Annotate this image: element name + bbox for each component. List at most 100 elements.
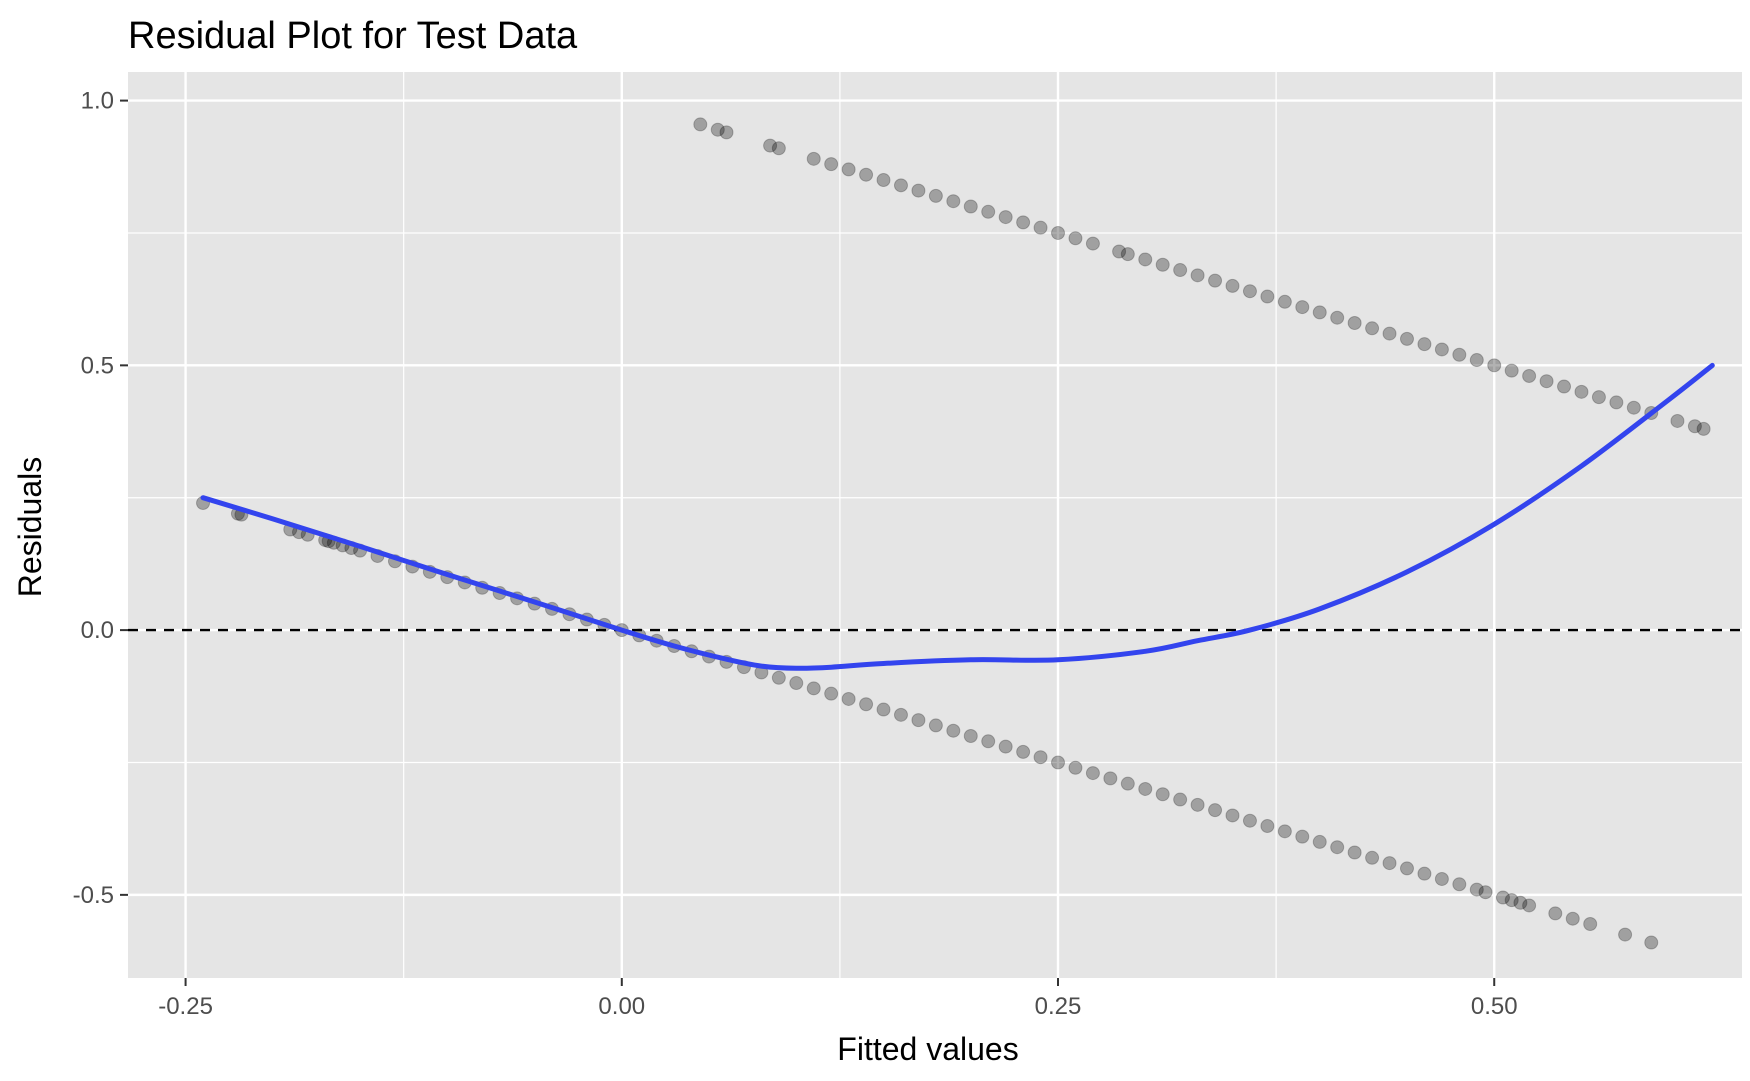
data-point xyxy=(824,157,839,172)
data-point xyxy=(1033,750,1048,765)
data-point xyxy=(1495,890,1510,905)
data-point xyxy=(998,739,1013,754)
data-point xyxy=(824,686,839,701)
data-point xyxy=(1504,363,1519,378)
data-point xyxy=(806,681,821,696)
data-point xyxy=(1103,771,1118,786)
data-point xyxy=(1382,326,1397,341)
data-point xyxy=(1365,850,1380,865)
data-point xyxy=(1478,885,1493,900)
data-point xyxy=(1033,220,1048,235)
y-tick-label: 0.5 xyxy=(81,352,114,379)
x-axis-title: Fitted values xyxy=(837,1031,1018,1067)
data-point xyxy=(1452,347,1467,362)
data-point xyxy=(1260,289,1275,304)
data-point xyxy=(893,178,908,193)
data-point xyxy=(1295,829,1310,844)
data-point xyxy=(1277,824,1292,839)
data-point xyxy=(1016,744,1031,759)
data-point xyxy=(1112,244,1127,259)
smooth-curve xyxy=(200,362,1715,671)
data-point xyxy=(928,718,943,733)
data-point xyxy=(763,138,778,153)
data-point xyxy=(841,691,856,706)
data-point xyxy=(1469,353,1484,368)
data-point xyxy=(771,141,786,156)
data-point xyxy=(1312,834,1327,849)
y-tick-label: 0.0 xyxy=(81,617,114,644)
data-point xyxy=(771,670,786,685)
data-point xyxy=(1452,877,1467,892)
data-point xyxy=(1609,395,1624,410)
data-point xyxy=(1330,310,1345,325)
data-point xyxy=(963,729,978,744)
data-point xyxy=(1155,257,1170,272)
data-point xyxy=(1190,268,1205,283)
x-tick-label: 0.25 xyxy=(1035,993,1082,1020)
plot-panel xyxy=(128,72,1742,978)
chart-title: Residual Plot for Test Data xyxy=(128,15,578,57)
data-point xyxy=(1696,421,1711,436)
data-point xyxy=(1434,871,1449,886)
data-point xyxy=(1242,284,1257,299)
data-point xyxy=(806,151,821,166)
data-point xyxy=(1208,273,1223,288)
x-tick-label: 0.50 xyxy=(1471,993,1518,1020)
data-point xyxy=(1085,236,1100,251)
data-point xyxy=(1557,379,1572,394)
data-point xyxy=(1208,803,1223,818)
data-point xyxy=(841,162,856,177)
y-tick-label: -0.5 xyxy=(73,882,114,909)
data-point xyxy=(859,697,874,712)
data-point xyxy=(981,734,996,749)
data-point xyxy=(1051,755,1066,770)
x-tick-label: -0.25 xyxy=(158,993,213,1020)
data-point xyxy=(981,204,996,219)
data-point xyxy=(1539,374,1554,389)
data-point xyxy=(911,183,926,198)
data-point xyxy=(719,125,734,140)
data-point xyxy=(876,173,891,188)
data-point xyxy=(1644,935,1659,950)
data-point xyxy=(963,199,978,214)
data-point xyxy=(693,117,708,132)
data-point xyxy=(1242,813,1257,828)
data-point xyxy=(1190,797,1205,812)
data-point xyxy=(1155,787,1170,802)
data-point xyxy=(1068,760,1083,775)
data-point xyxy=(1173,263,1188,278)
data-point xyxy=(1417,866,1432,881)
data-point xyxy=(1434,342,1449,357)
data-point xyxy=(1312,305,1327,320)
data-point xyxy=(946,194,961,209)
data-point xyxy=(911,713,926,728)
grid-major xyxy=(128,72,1742,978)
data-point xyxy=(946,723,961,738)
data-point xyxy=(1016,215,1031,230)
y-axis-ticks: -0.5 0.0 0.5 1.0 xyxy=(73,88,128,909)
data-point xyxy=(1347,845,1362,860)
data-point xyxy=(1522,368,1537,383)
data-points xyxy=(196,117,1711,950)
y-axis-title: Residuals xyxy=(12,457,48,598)
data-point xyxy=(1260,819,1275,834)
data-point xyxy=(1548,906,1563,921)
grid-minor xyxy=(128,72,1742,978)
data-point xyxy=(1138,781,1153,796)
data-point xyxy=(1687,419,1702,434)
data-point xyxy=(1173,792,1188,807)
x-axis-ticks: -0.25 0.00 0.25 0.50 xyxy=(158,978,1518,1020)
data-point xyxy=(1574,384,1589,399)
data-point xyxy=(1504,893,1519,908)
data-point xyxy=(1120,776,1135,791)
data-point xyxy=(1670,413,1685,428)
x-tick-label: 0.00 xyxy=(598,993,645,1020)
data-point xyxy=(1522,898,1537,913)
data-point xyxy=(1225,808,1240,823)
data-point xyxy=(1618,927,1633,942)
data-point xyxy=(789,676,804,691)
data-point xyxy=(876,702,891,717)
data-point xyxy=(928,188,943,203)
data-point xyxy=(1487,358,1502,373)
